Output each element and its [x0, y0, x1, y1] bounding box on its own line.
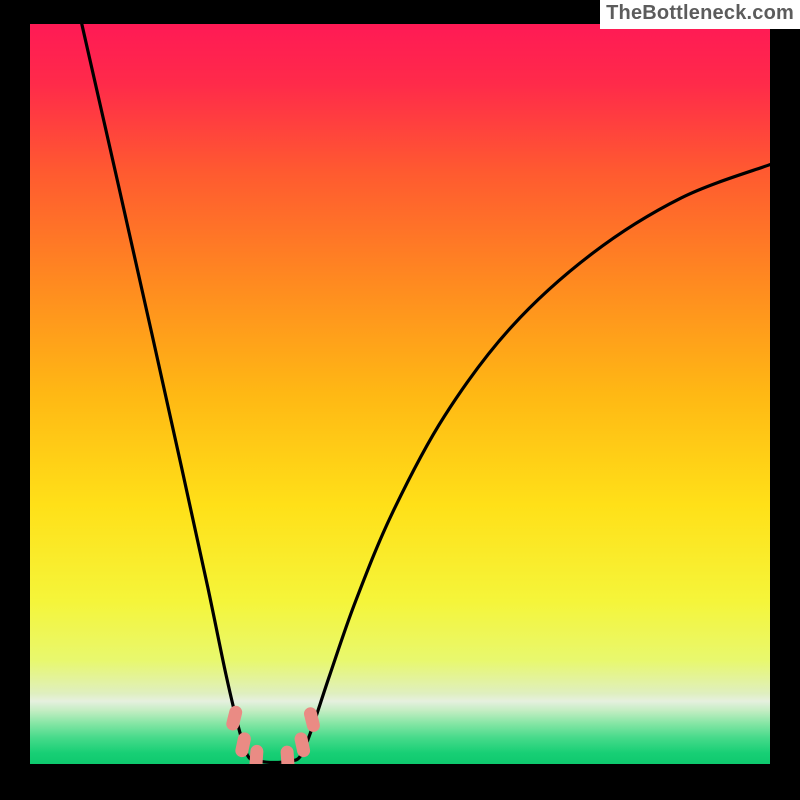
watermark-text: TheBottleneck.com	[606, 2, 794, 24]
valley-marker	[250, 745, 264, 764]
valley-marker	[226, 705, 243, 731]
bottleneck-curve	[30, 24, 770, 764]
valley-markers	[226, 705, 321, 764]
valley-marker	[235, 732, 252, 758]
figure-stage: TheBottleneck.com	[0, 0, 800, 800]
plot-area	[30, 24, 770, 764]
watermark-label: TheBottleneck.com	[600, 0, 800, 29]
valley-marker	[281, 746, 295, 764]
curve-path	[82, 24, 770, 763]
